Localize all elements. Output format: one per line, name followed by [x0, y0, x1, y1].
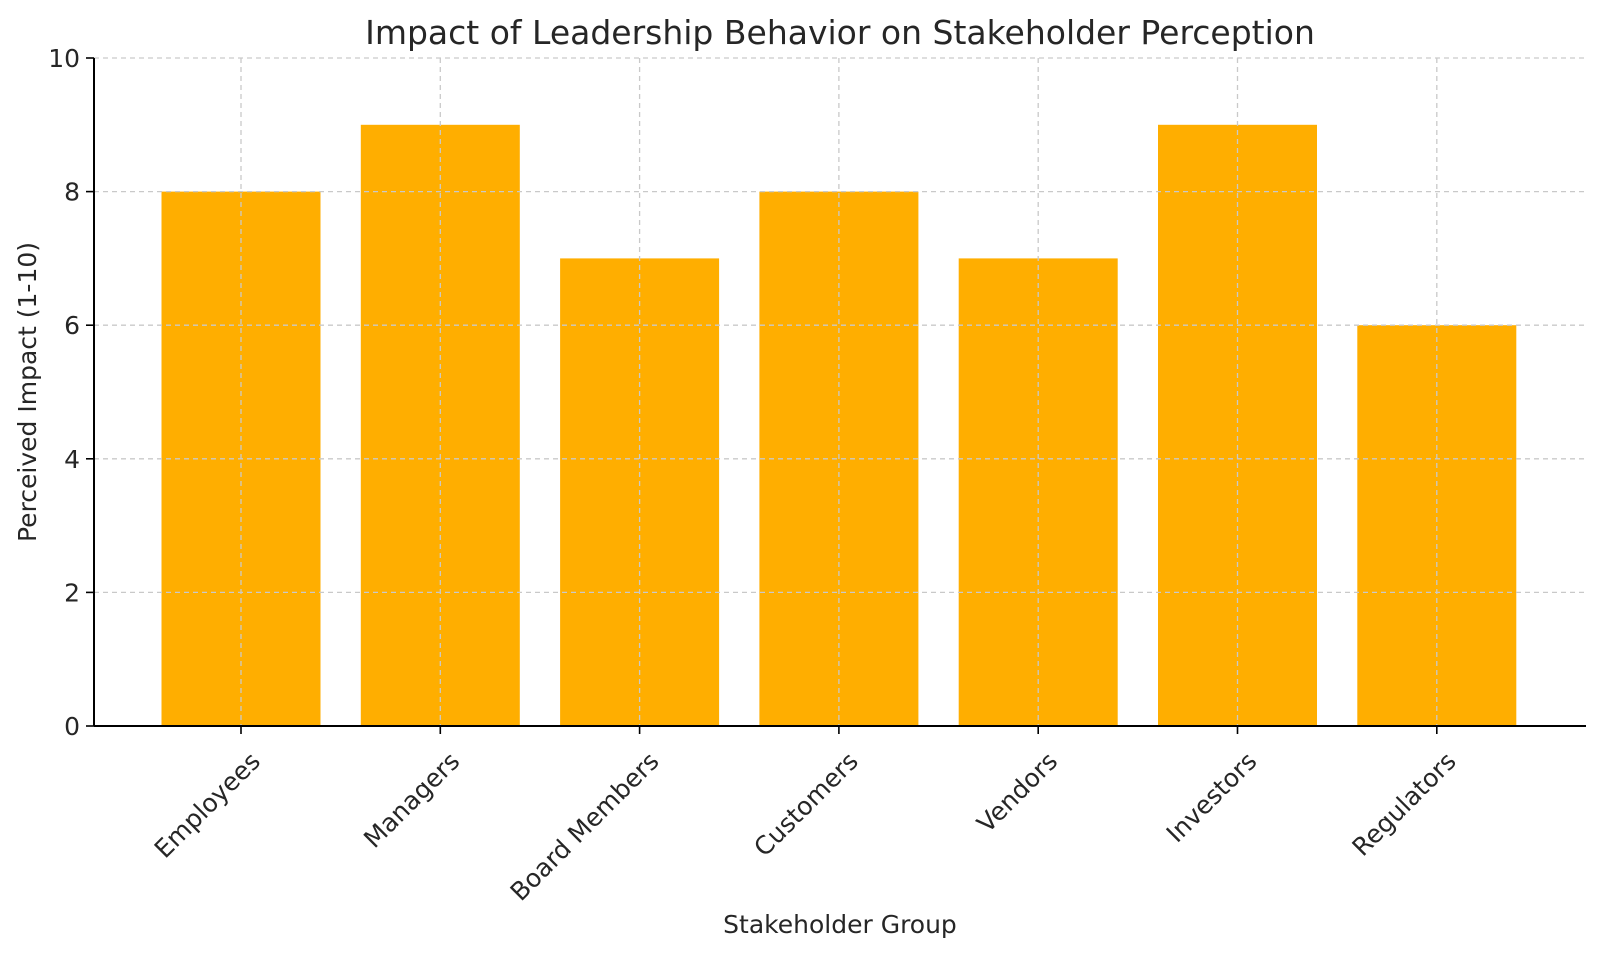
x-tick-label-customers: Customers: [748, 746, 864, 862]
x-tick-label-regulators: Regulators: [1347, 746, 1462, 861]
y-tick-label: 4: [64, 445, 80, 474]
y-axis-label: Perceived Impact (1-10): [13, 242, 42, 542]
x-tick-label-investors: Investors: [1161, 746, 1263, 848]
x-tick-label-board-members: Board Members: [505, 746, 665, 906]
y-tick-label: 8: [64, 178, 80, 207]
y-tick-label: 10: [48, 44, 80, 73]
y-tick-label: 2: [64, 578, 80, 607]
axes-layer: [93, 58, 1586, 727]
x-tick-label-managers: Managers: [358, 746, 465, 853]
chart-title: Impact of Leadership Behavior on Stakeho…: [365, 13, 1315, 52]
y-tick-label: 6: [64, 311, 80, 340]
x-tick-label-employees: Employees: [149, 746, 266, 863]
y-tick-label: 0: [64, 712, 80, 741]
grid-layer: [94, 57, 1586, 726]
x-axis-label: Stakeholder Group: [723, 910, 957, 939]
x-tick-label-vendors: Vendors: [971, 746, 1063, 838]
